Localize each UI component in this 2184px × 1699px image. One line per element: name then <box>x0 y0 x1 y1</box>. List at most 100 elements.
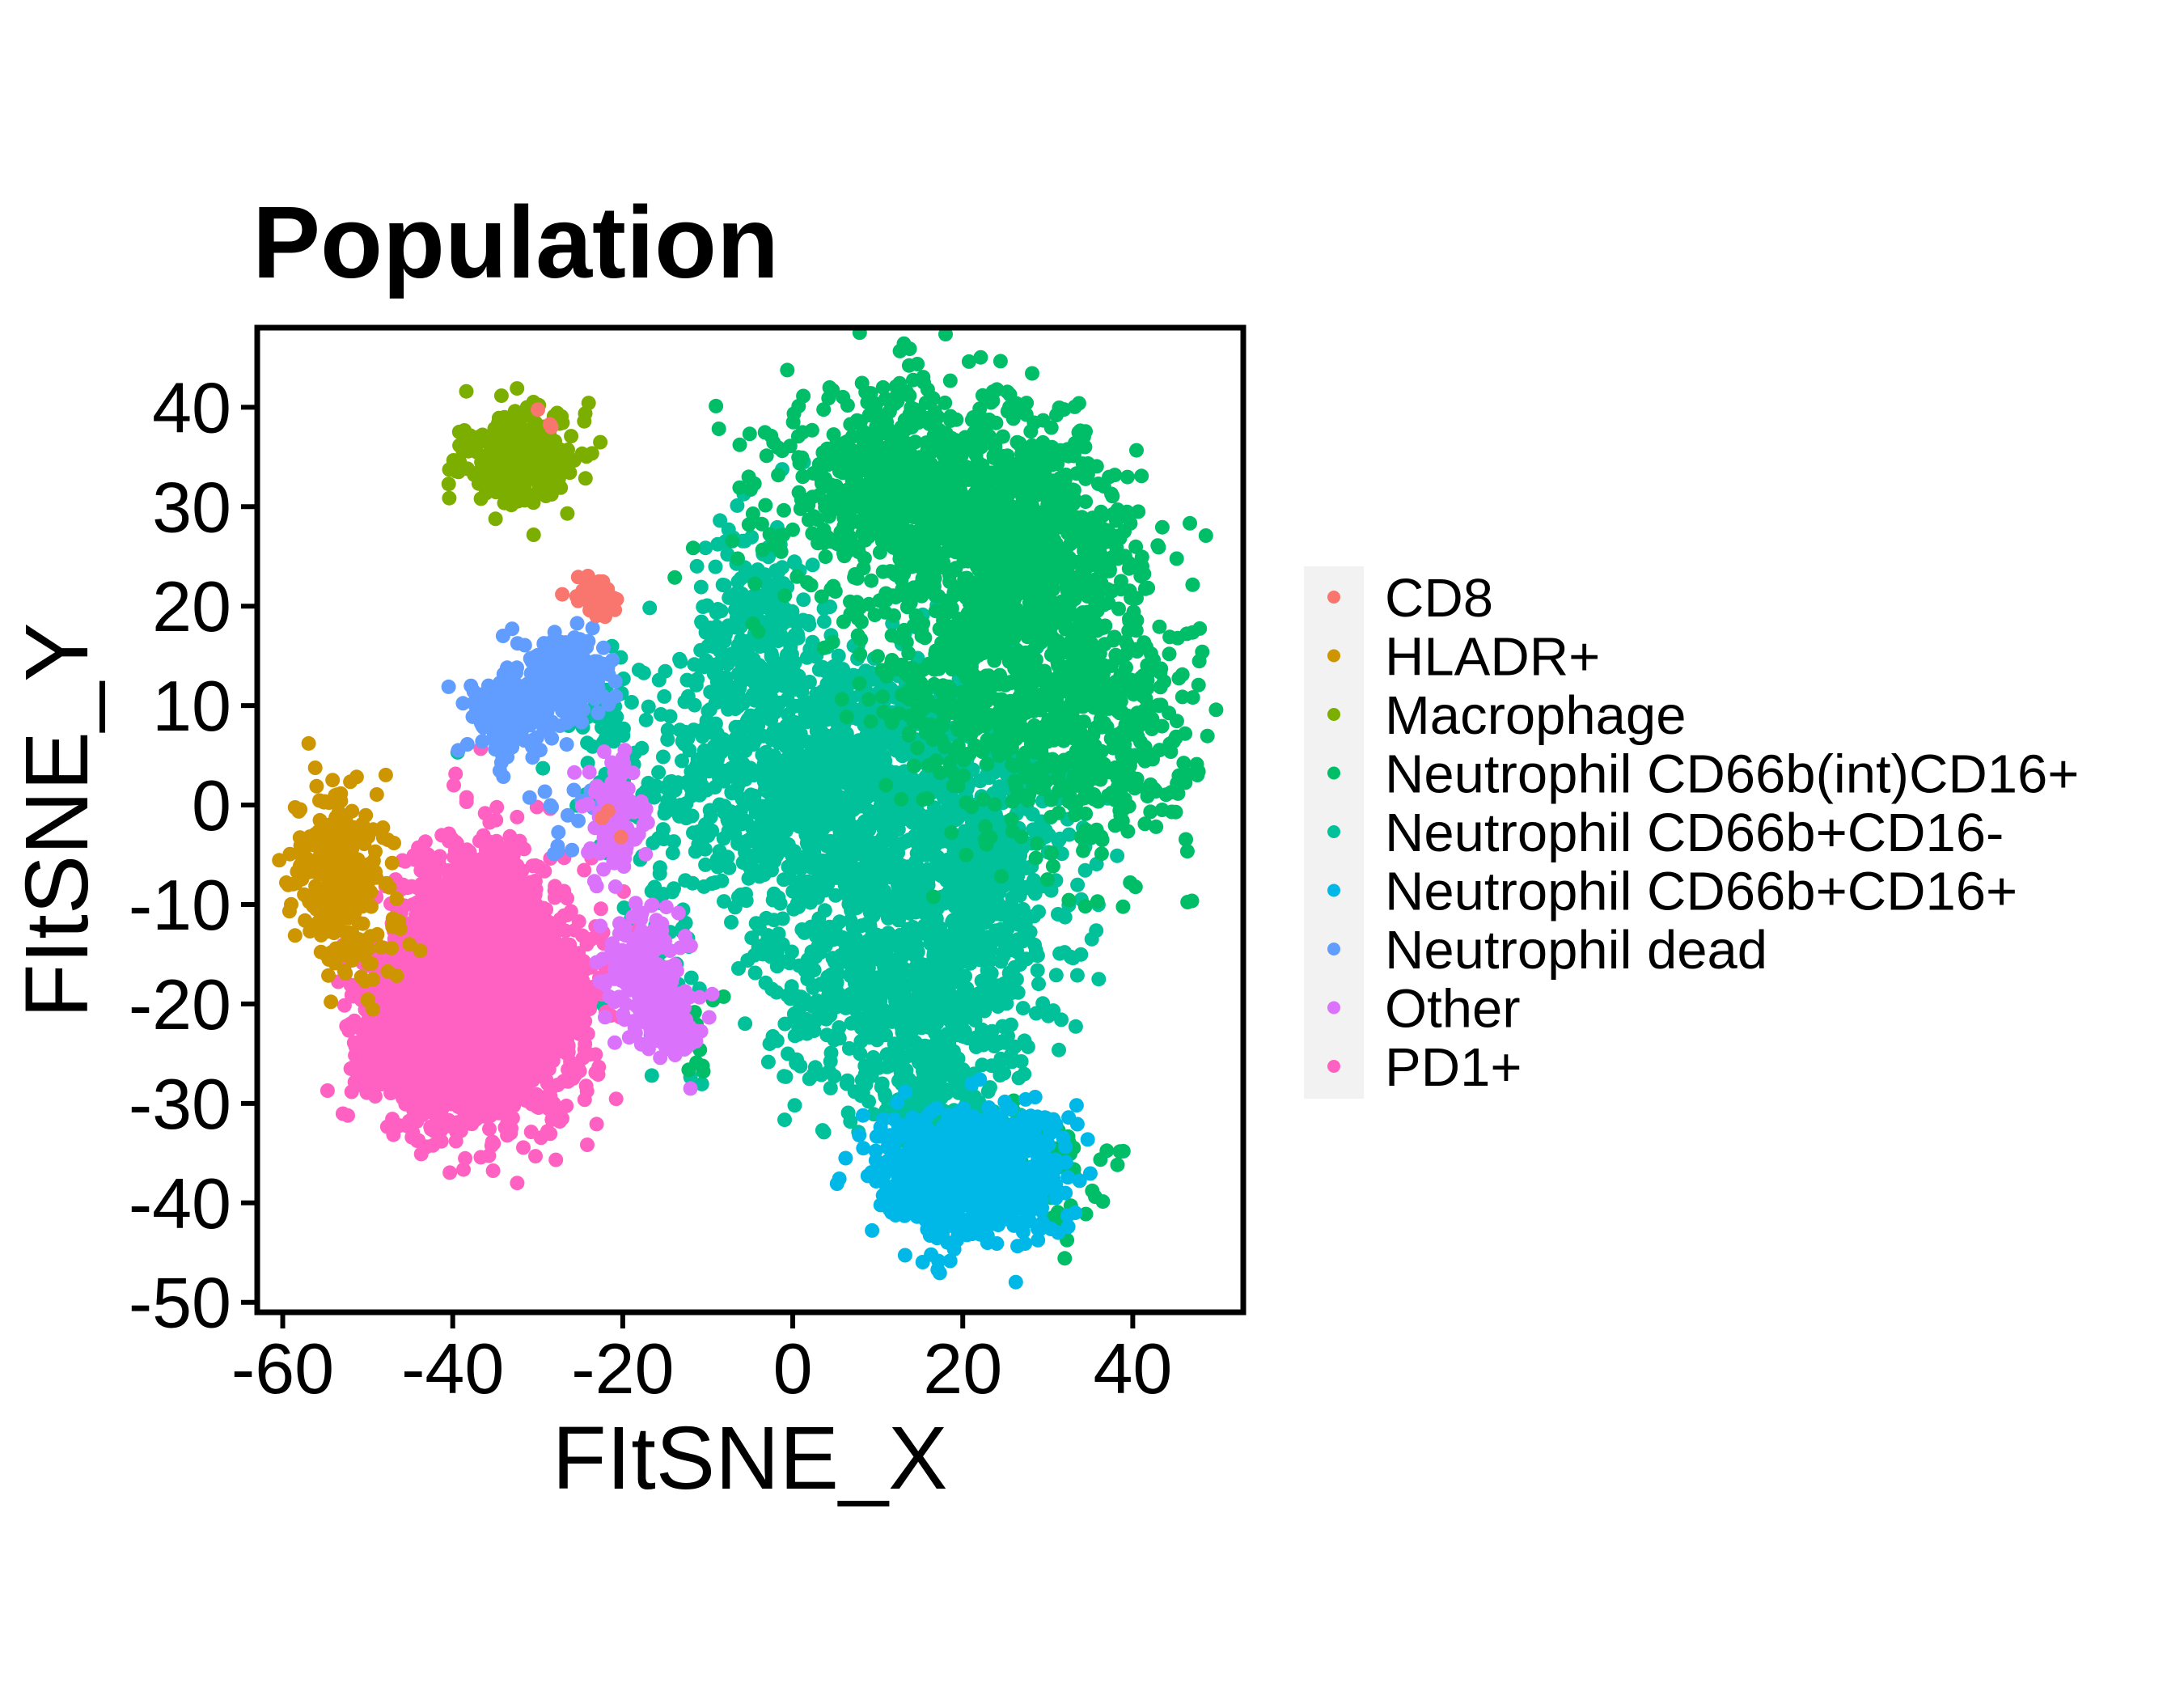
data-point <box>921 441 936 456</box>
data-point <box>1045 858 1060 874</box>
data-point <box>1052 783 1066 799</box>
data-point <box>1153 661 1169 676</box>
data-point <box>828 888 843 903</box>
data-point <box>1076 429 1091 444</box>
data-point <box>838 435 853 450</box>
data-point <box>793 1058 808 1074</box>
data-point <box>1057 472 1073 486</box>
data-point <box>797 820 812 836</box>
data-point <box>849 769 865 784</box>
data-point <box>1052 763 1067 778</box>
data-point <box>883 818 899 833</box>
data-point <box>1041 458 1056 473</box>
data-point <box>806 980 821 995</box>
data-point <box>878 864 894 879</box>
data-point <box>840 679 855 694</box>
data-point <box>1025 366 1039 381</box>
data-point <box>1152 619 1167 634</box>
data-point <box>649 778 663 794</box>
data-point <box>1120 504 1135 519</box>
data-point <box>1030 963 1045 978</box>
data-point <box>823 841 839 855</box>
data-point <box>919 846 933 862</box>
data-point <box>1129 443 1144 458</box>
data-point <box>840 1073 855 1088</box>
data-point <box>777 872 791 888</box>
data-point <box>1102 469 1117 485</box>
data-point <box>652 866 667 881</box>
data-point <box>826 578 841 594</box>
data-point <box>1162 646 1177 662</box>
data-point <box>887 900 902 916</box>
data-point <box>812 879 827 895</box>
data-point <box>819 803 834 818</box>
data-point <box>953 908 968 923</box>
data-point <box>768 930 783 946</box>
data-point <box>799 1026 815 1041</box>
data-point <box>1049 408 1064 422</box>
data-point <box>984 1058 999 1074</box>
data-point <box>739 718 755 732</box>
data-point <box>829 975 844 990</box>
data-point <box>764 788 779 803</box>
data-point <box>696 879 712 894</box>
data-point <box>1052 729 1068 744</box>
data-point <box>789 739 804 755</box>
data-point <box>730 551 745 566</box>
data-point <box>823 729 838 744</box>
data-point <box>1012 437 1027 452</box>
data-point <box>932 503 947 519</box>
data-point <box>816 614 832 629</box>
data-point <box>801 512 816 527</box>
data-point <box>766 946 781 960</box>
data-point <box>864 573 879 588</box>
data-point <box>638 712 654 727</box>
data-point <box>984 978 999 994</box>
data-point <box>1185 690 1200 705</box>
data-point <box>938 426 954 441</box>
data-point <box>1001 1028 1015 1044</box>
data-point <box>717 894 731 909</box>
data-point <box>853 1046 868 1061</box>
data-point <box>967 873 983 888</box>
data-point <box>1092 646 1107 661</box>
data-point <box>844 798 859 813</box>
data-point <box>937 446 952 461</box>
data-point <box>978 819 993 834</box>
data-point <box>888 840 904 854</box>
data-point <box>1111 773 1127 789</box>
data-point <box>1120 728 1136 743</box>
data-point <box>1029 1006 1043 1021</box>
data-point <box>1089 923 1104 938</box>
data-point <box>996 948 1011 964</box>
data-point <box>870 649 885 664</box>
data-point <box>660 732 675 748</box>
data-point <box>772 896 788 911</box>
data-point <box>909 524 925 540</box>
data-point <box>667 570 683 585</box>
data-point <box>927 777 942 792</box>
data-point <box>795 469 811 485</box>
data-point <box>698 857 713 872</box>
data-point <box>828 666 844 680</box>
data-point <box>808 857 823 872</box>
data-point <box>805 489 820 505</box>
data-point <box>847 570 862 585</box>
data-point <box>759 856 774 871</box>
data-point <box>805 557 820 573</box>
data-point <box>1105 489 1120 504</box>
data-point <box>796 696 811 711</box>
data-point <box>731 961 746 976</box>
data-point <box>825 383 840 398</box>
data-point <box>682 743 697 758</box>
data-point <box>675 753 689 769</box>
data-point <box>892 868 907 883</box>
data-point <box>665 845 680 861</box>
data-point <box>760 668 775 684</box>
data-point <box>651 672 667 688</box>
data-point <box>1069 968 1085 983</box>
data-point <box>1073 947 1089 962</box>
data-point <box>984 468 999 483</box>
data-point <box>1086 519 1101 533</box>
data-point <box>997 488 1013 503</box>
